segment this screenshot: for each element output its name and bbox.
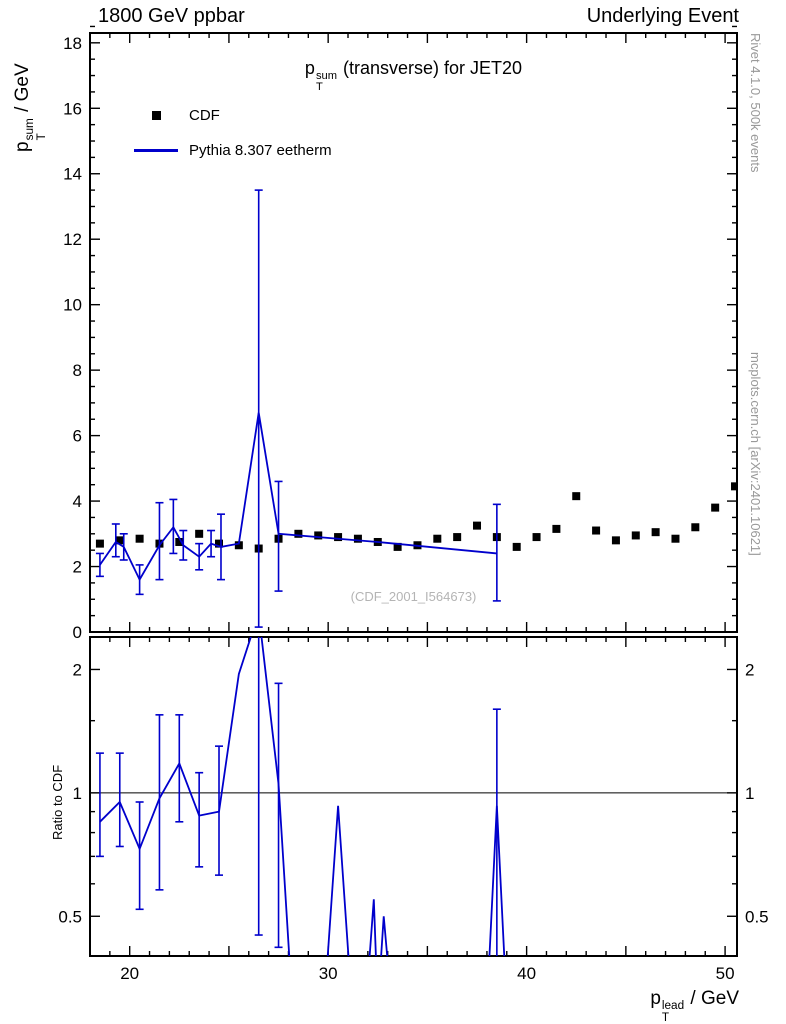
svg-text:40: 40 xyxy=(517,964,536,983)
svg-text:2: 2 xyxy=(745,660,754,679)
title-superscript: sum xyxy=(315,70,338,83)
square-marker-icon xyxy=(151,110,161,120)
xlabel-superscript: lead xyxy=(661,999,685,1013)
y-axis-label-main: p sum T / GeV xyxy=(12,63,48,152)
svg-text:6: 6 xyxy=(73,427,82,446)
svg-text:30: 30 xyxy=(319,964,338,983)
mcplots-citation-note: mcplots.cern.ch [arXiv:2401.10621] xyxy=(748,352,763,556)
legend-label-cdf: CDF xyxy=(189,106,220,124)
svg-text:4: 4 xyxy=(73,492,82,511)
legend-item-cdf: CDF xyxy=(133,104,332,126)
svg-text:2: 2 xyxy=(73,660,82,679)
y-axis-label-ratio: Ratio to CDF xyxy=(50,764,65,840)
title-symbol: p xyxy=(304,58,315,78)
svg-text:2: 2 xyxy=(73,558,82,577)
xlabel-symbol: p xyxy=(650,988,661,1009)
x-axis-label: p lead T / GeV xyxy=(650,988,739,1024)
title-subscript: T xyxy=(315,81,323,94)
title-text: (transverse) for JET20 xyxy=(338,58,523,78)
line-marker-icon xyxy=(134,148,178,152)
ylabel-units: / GeV xyxy=(12,63,33,118)
beam-energy-label: 1800 GeV ppbar xyxy=(98,5,245,27)
xlabel-units: / GeV xyxy=(685,988,739,1009)
xlabel-scripts: lead T xyxy=(662,1000,684,1024)
svg-text:18: 18 xyxy=(63,34,82,53)
pythia-line-swatch xyxy=(133,148,179,152)
svg-text:1: 1 xyxy=(745,784,754,803)
rivet-version-note: Rivet 4.1.0, 500k events xyxy=(748,33,763,173)
legend-item-pythia: Pythia 8.307 eetherm xyxy=(133,139,332,161)
svg-text:0: 0 xyxy=(73,623,82,642)
svg-text:20: 20 xyxy=(120,964,139,983)
plot-title: p sum T (transverse) for JET20 xyxy=(90,58,737,93)
cdf-marker-swatch xyxy=(133,110,179,120)
ylabel-symbol: p xyxy=(12,141,33,152)
ylabel-subscript: T xyxy=(35,133,49,141)
legend: CDF Pythia 8.307 eetherm xyxy=(133,104,332,174)
svg-text:0.5: 0.5 xyxy=(745,907,769,926)
svg-text:12: 12 xyxy=(63,230,82,249)
svg-text:10: 10 xyxy=(63,296,82,315)
legend-label-pythia: Pythia 8.307 eetherm xyxy=(189,141,332,159)
svg-text:8: 8 xyxy=(73,361,82,380)
analysis-id-watermark: (CDF_2001_I564673) xyxy=(350,589,477,604)
analysis-group-label: Underlying Event xyxy=(586,5,739,27)
title-scripts: sum T xyxy=(315,70,338,94)
xlabel-subscript: T xyxy=(661,1011,670,1024)
svg-text:14: 14 xyxy=(63,165,82,184)
svg-text:16: 16 xyxy=(63,99,82,118)
svg-text:0.5: 0.5 xyxy=(58,907,82,926)
svg-text:1: 1 xyxy=(73,784,82,803)
svg-text:50: 50 xyxy=(716,964,735,983)
ylabel-scripts: sum T xyxy=(23,118,49,141)
